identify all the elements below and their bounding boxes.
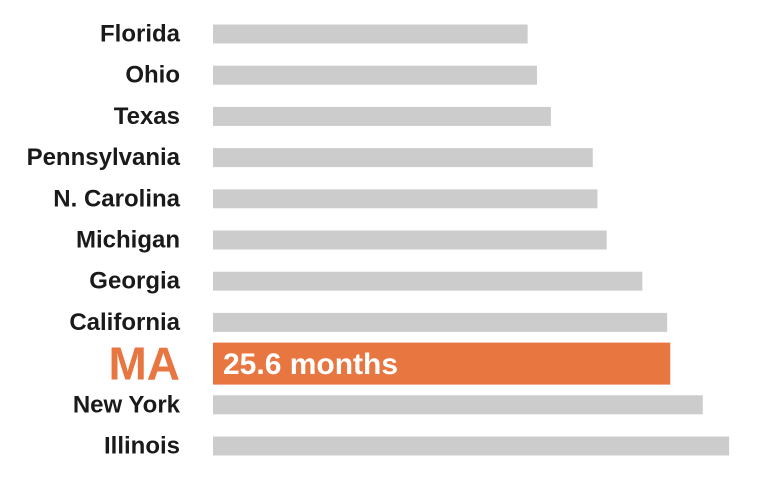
category-label-new-york: New York xyxy=(73,391,181,418)
category-label-ohio: Ohio xyxy=(125,62,180,89)
bar-florida xyxy=(213,24,528,44)
category-label-n-carolina: N. Carolina xyxy=(53,185,180,212)
category-label-ma: MA xyxy=(108,338,180,390)
category-labels: Florida Ohio Texas Pennsylvania N. Carolina M… xyxy=(27,21,181,460)
category-label-florida: Florida xyxy=(100,21,181,48)
category-label-texas: Texas xyxy=(114,103,180,130)
bar-illinois xyxy=(213,436,730,456)
bar-ohio xyxy=(213,65,537,85)
bar-georgia xyxy=(213,271,643,291)
bar-n-carolina xyxy=(213,189,598,209)
category-label-illinois: Illinois xyxy=(104,433,180,460)
bar-texas xyxy=(213,106,551,126)
highlight-bar-label: 25.6 months xyxy=(223,348,398,381)
bar-michigan xyxy=(213,230,607,250)
bar-new-york xyxy=(213,395,703,415)
bars-layer: 25.6 months xyxy=(213,24,730,456)
category-label-california: California xyxy=(69,309,180,336)
bar-ma xyxy=(213,342,671,385)
bar-california xyxy=(213,312,668,332)
category-label-pennsylvania: Pennsylvania xyxy=(27,144,181,171)
category-label-michigan: Michigan xyxy=(76,227,180,254)
category-label-georgia: Georgia xyxy=(89,268,180,295)
bar-pennsylvania xyxy=(213,148,593,168)
